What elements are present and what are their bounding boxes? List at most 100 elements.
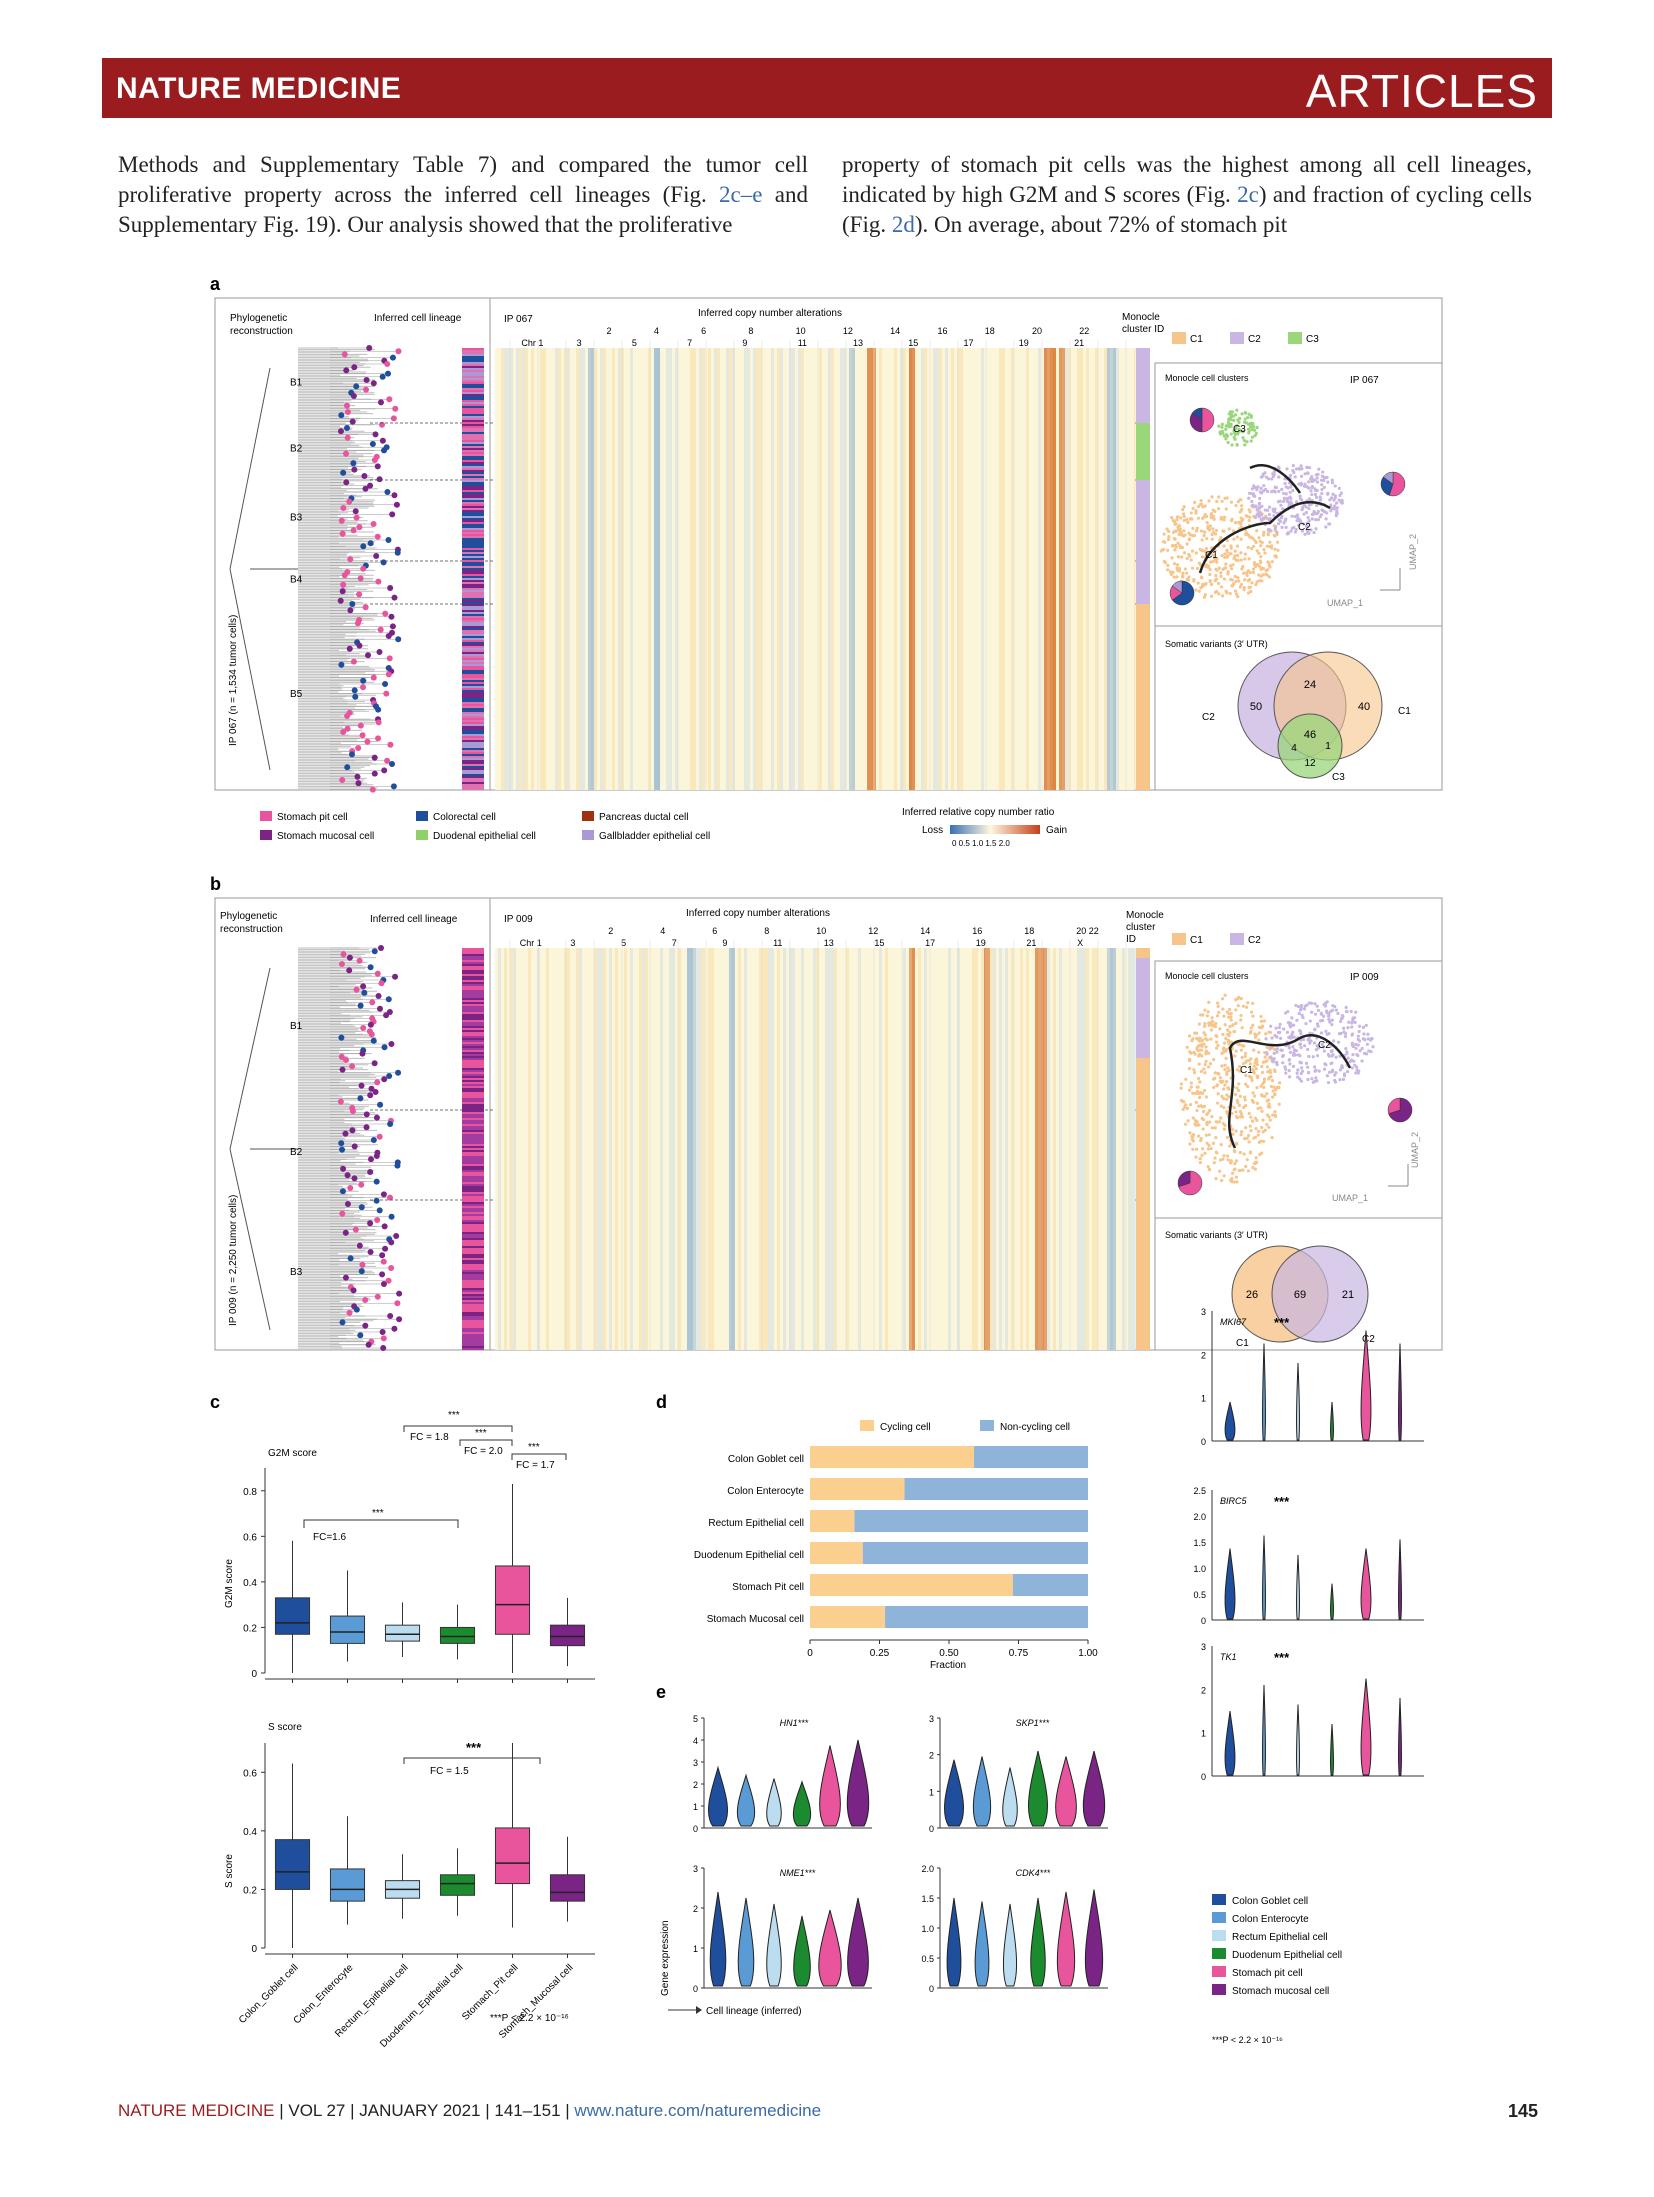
umap-point-c1 <box>1265 544 1269 548</box>
tree-tip-dot <box>379 437 386 444</box>
umap-point-c1 <box>1238 1150 1242 1155</box>
a-chr-top-label: 2 <box>607 326 612 336</box>
heatmap-column <box>600 348 603 790</box>
umap-point-c1 <box>1208 572 1212 577</box>
heatmap-column <box>1047 348 1050 790</box>
umap-point-c1 <box>1209 594 1214 598</box>
umap-point-c2 <box>1285 1030 1290 1035</box>
figure-reference-link[interactable]: 2c <box>1237 182 1259 207</box>
cluster-legend-label: C3 <box>1306 334 1319 345</box>
umap-point-c2 <box>1345 1052 1349 1056</box>
umap-point-c1 <box>1248 1151 1252 1155</box>
umap-point-c2 <box>1310 485 1314 490</box>
e-violin <box>766 1903 782 1987</box>
umap-point-c1 <box>1212 1057 1216 1062</box>
b-chr-top-label: 10 <box>816 926 826 936</box>
umap-point-c1 <box>1190 1137 1194 1141</box>
c-fc-16: FC=1.6 <box>313 1532 347 1543</box>
umap-point-c1 <box>1206 1065 1211 1069</box>
d-bar-segment <box>810 1478 905 1500</box>
heatmap-column <box>645 948 648 1350</box>
umap-point-c2 <box>1282 521 1286 525</box>
umap-point-c2 <box>1310 492 1314 497</box>
umap-point-c1 <box>1254 582 1258 587</box>
lineage-stripe <box>462 1200 484 1202</box>
e-violin <box>1030 1897 1046 1987</box>
umap-point-c2 <box>1339 1019 1343 1023</box>
heatmap-column <box>1122 948 1125 1350</box>
e-right-y-tick-label: 2 <box>1201 1350 1206 1360</box>
tree-tip-dot <box>358 1268 365 1275</box>
cluster-legend-swatch <box>1230 933 1244 945</box>
b-venn-both: 69 <box>1294 1289 1306 1301</box>
c-stars-2: *** <box>475 1428 487 1439</box>
umap-pie-slice <box>1201 407 1215 433</box>
umap-point-c2 <box>1327 1054 1331 1058</box>
umap-point-c1 <box>1225 1110 1229 1114</box>
umap-point-c2 <box>1316 1008 1321 1012</box>
heatmap-column <box>1053 348 1056 790</box>
lineage-stripe <box>462 426 484 428</box>
umap-point-c2 <box>1318 1019 1323 1023</box>
heatmap-column <box>729 948 732 1350</box>
umap-point-c2 <box>1311 1055 1315 1059</box>
lineage-stripe <box>462 596 484 598</box>
umap-point-c2 <box>1304 1061 1309 1065</box>
umap-point-c1 <box>1210 1126 1214 1130</box>
umap-pie-slice <box>1189 412 1203 433</box>
umap-point-c2 <box>1269 1055 1273 1059</box>
tree-tip-dot <box>360 684 367 691</box>
lineage-stripe <box>462 662 484 664</box>
umap-point-c1 <box>1215 1014 1220 1018</box>
heatmap-column <box>933 348 936 790</box>
umap-point-c2 <box>1357 1024 1362 1028</box>
lineage-stripe <box>462 482 484 484</box>
umap-point-c1 <box>1191 1091 1195 1095</box>
umap-point-c2 <box>1292 1035 1296 1039</box>
umap-point-c1 <box>1213 1076 1217 1080</box>
umap-point-c1 <box>1268 565 1272 569</box>
heatmap-column <box>510 348 513 790</box>
lineage-stripe <box>462 1272 484 1274</box>
umap-point-c2 <box>1295 513 1300 517</box>
lineage-stripe <box>462 1222 484 1224</box>
tree-tip-dot <box>370 674 377 681</box>
umap-point-c1 <box>1200 584 1204 588</box>
umap-point-c2 <box>1250 499 1254 504</box>
lineage-stripe <box>462 1020 484 1022</box>
e-gene-label: SKP1*** <box>1016 1718 1050 1728</box>
umap-point-c2 <box>1299 1061 1303 1065</box>
umap-point-c1 <box>1247 557 1251 561</box>
umap-point-c1 <box>1183 567 1187 571</box>
umap-point-c2 <box>1314 527 1318 531</box>
figure-reference-link[interactable]: 2d <box>891 212 915 237</box>
lineage-stripe <box>462 560 484 562</box>
tree-tip-dot <box>353 514 360 521</box>
umap-point-c1 <box>1219 1143 1223 1147</box>
umap-point-c1 <box>1208 1120 1212 1124</box>
d-bar-segment <box>974 1446 1088 1468</box>
body-text-run: ) and fraction of cycling cells (Fig. <box>842 182 1532 237</box>
heatmap-column <box>981 948 984 1350</box>
umap-point-c1 <box>1215 1034 1219 1039</box>
umap-point-c1 <box>1236 558 1240 563</box>
umap-point-c1 <box>1197 1062 1201 1066</box>
umap-point-c1 <box>1257 536 1261 540</box>
c-stars-5: *** <box>466 1740 482 1755</box>
umap-point-c3 <box>1222 434 1227 438</box>
umap-point-c1 <box>1189 1102 1193 1107</box>
lineage-stripe <box>462 1178 484 1180</box>
umap-point-c1 <box>1222 1097 1226 1101</box>
lineage-stripe <box>462 1304 484 1306</box>
umap-point-c2 <box>1294 527 1298 532</box>
umap-point-c1 <box>1203 1062 1207 1067</box>
lineage-stripe <box>462 440 484 442</box>
umap-point-c2 <box>1262 484 1266 488</box>
umap-point-c1 <box>1255 1101 1259 1105</box>
umap-point-c2 <box>1327 1070 1332 1074</box>
lineage-stripe <box>462 740 484 742</box>
lineage-stripe <box>462 650 484 652</box>
umap-point-c2 <box>1324 1063 1328 1067</box>
e-legend-label: Colon Goblet cell <box>1232 1896 1308 1907</box>
figure-reference-link[interactable]: 2c–e <box>719 182 763 207</box>
